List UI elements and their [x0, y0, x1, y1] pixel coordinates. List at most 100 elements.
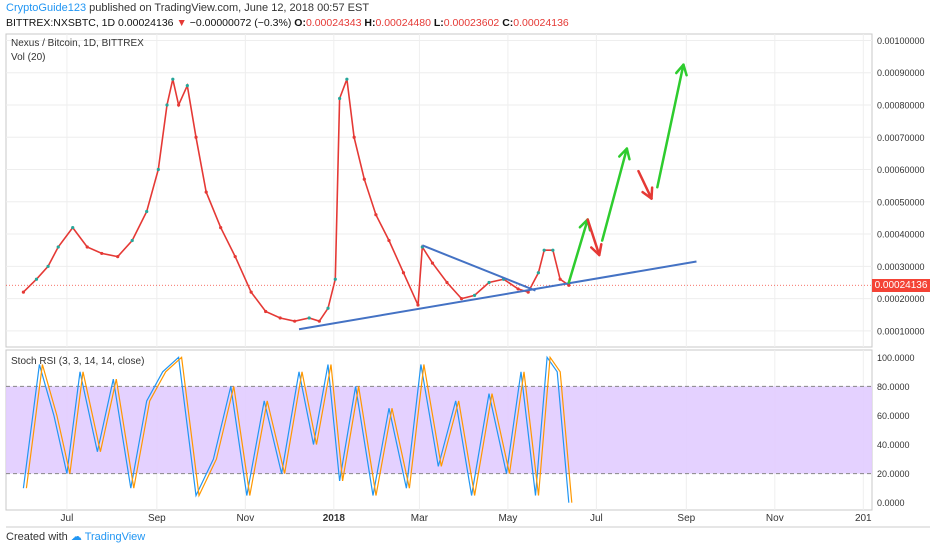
x-tick-label: 201	[855, 513, 872, 524]
price-point	[558, 277, 562, 281]
price-legend: Nexus / Bitcoin, 1D, BITTREX	[11, 38, 144, 49]
tradingview-logo-icon: ☁	[70, 531, 82, 543]
price-tick-label: 0.00020000	[877, 294, 925, 304]
created-with-text: Created with	[6, 531, 68, 543]
price-point	[374, 213, 378, 217]
price-point	[401, 271, 406, 275]
price-point	[278, 316, 282, 320]
price-point	[551, 248, 555, 252]
close-label: C:	[502, 17, 514, 29]
price-tick-label: 0.00100000	[877, 36, 925, 46]
price-point	[185, 84, 189, 88]
price-point	[416, 303, 420, 307]
volume-legend: Vol (20)	[11, 52, 45, 63]
stoch-rsi-k-line	[22, 355, 570, 503]
price-point	[219, 226, 223, 230]
price-point	[459, 296, 464, 301]
x-tick-label: Nov	[236, 513, 254, 524]
symbol-label: BITTREX:NXSBTC, 1D	[6, 17, 116, 29]
high-label: H:	[364, 17, 376, 29]
price-point	[21, 290, 26, 294]
price-point	[46, 264, 50, 268]
price-point	[100, 251, 104, 256]
price-point	[567, 283, 571, 287]
author-link[interactable]: CryptoGuide123	[6, 2, 87, 14]
price-point	[130, 238, 134, 243]
low-value: 0.00023602	[443, 17, 500, 29]
down-arrow-shaft	[637, 169, 653, 200]
x-tick-label: Sep	[677, 513, 695, 524]
close-value: 0.00024136	[513, 17, 569, 29]
price-point	[264, 309, 268, 314]
price-point	[145, 209, 149, 214]
open-value: 0.00024343	[305, 17, 362, 29]
price-point	[233, 255, 237, 259]
price-point	[352, 135, 356, 139]
x-tick-label: 2018	[323, 513, 346, 524]
down-arrow-shaft	[586, 218, 601, 257]
rsi-tick-label: 100.0000	[877, 353, 915, 363]
price-point	[204, 190, 208, 194]
x-tick-label: Nov	[766, 513, 784, 524]
price-point	[487, 280, 491, 285]
rsi-legend: Stoch RSI (3, 3, 14, 14, close)	[11, 356, 144, 367]
up-arrow-head	[618, 147, 631, 161]
down-triangle-icon: ▼	[176, 17, 187, 29]
price-point	[430, 261, 435, 265]
price-point	[177, 103, 181, 107]
price-point	[293, 319, 297, 323]
stoch-rsi-d-line	[25, 355, 573, 503]
price-point	[71, 226, 75, 230]
price-point	[445, 280, 449, 285]
price-point	[307, 316, 311, 320]
down-arrow-head	[590, 242, 603, 257]
x-tick-label: Jul	[590, 513, 603, 524]
price-tick-label: 0.00030000	[877, 262, 925, 272]
price-point	[526, 290, 530, 294]
tradingview-brand[interactable]: TradingView	[84, 531, 146, 543]
open-label: O:	[294, 17, 306, 29]
price-point	[472, 293, 477, 297]
up-arrow-head	[675, 63, 688, 77]
price-point	[56, 245, 60, 249]
last-price-tag: 0.00024136	[872, 279, 930, 292]
price-point	[345, 77, 349, 81]
price-point	[338, 96, 342, 101]
footer: Created with ☁ TradingView	[6, 530, 145, 543]
price-point	[542, 248, 546, 252]
support-trendline	[298, 260, 697, 331]
price-point	[156, 167, 160, 172]
high-value: 0.00024480	[375, 17, 431, 29]
price-tick-label: 0.00090000	[877, 68, 925, 78]
up-arrow-shaft	[567, 218, 589, 284]
price-point	[85, 245, 89, 249]
up-arrow-shaft	[656, 63, 685, 189]
price-change: −0.00000072 (−0.3%)	[189, 17, 292, 29]
price-point	[536, 271, 540, 275]
up-arrow-shaft	[600, 147, 629, 242]
price-point	[194, 135, 198, 139]
price-tick-label: 0.00080000	[877, 100, 925, 110]
price-tick-label: 0.00040000	[877, 230, 925, 240]
rsi-tick-label: 60.0000	[877, 411, 910, 421]
publish-header: CryptoGuide123 published on TradingView.…	[6, 2, 369, 14]
last-price: 0.00024136	[118, 17, 174, 29]
rsi-tick-label: 20.0000	[877, 469, 910, 479]
price-point	[387, 238, 391, 243]
price-point	[362, 177, 366, 181]
price-tick-label: 0.00060000	[877, 165, 925, 175]
x-tick-label: Jul	[61, 513, 74, 524]
rsi-tick-label: 0.0000	[877, 498, 905, 508]
rsi-tick-label: 40.0000	[877, 440, 910, 450]
x-tick-label: Mar	[411, 513, 429, 524]
price-point	[333, 277, 337, 281]
published-text: published on TradingView.com, June 12, 2…	[89, 2, 370, 14]
price-point	[165, 103, 169, 107]
x-tick-label: May	[498, 513, 517, 524]
low-label: L:	[433, 17, 444, 29]
x-tick-label: Sep	[148, 513, 166, 524]
price-point	[326, 306, 330, 310]
price-point	[34, 277, 39, 281]
price-tick-label: 0.00070000	[877, 133, 925, 143]
